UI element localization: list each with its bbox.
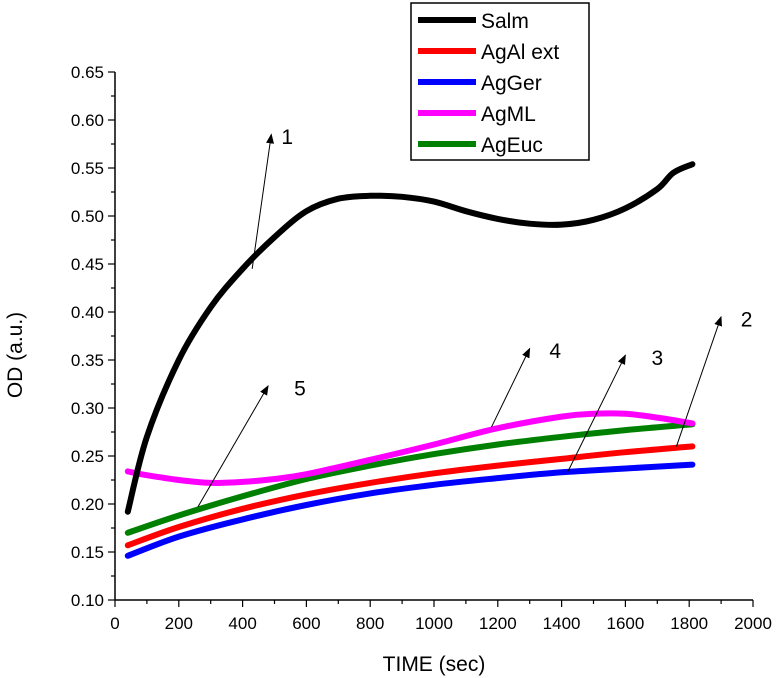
series-line-salm xyxy=(124,161,696,515)
x-tick-label: 1200 xyxy=(479,614,517,633)
x-tick-label: 400 xyxy=(228,614,256,633)
legend-label-ageuc: AgEuc xyxy=(481,134,543,157)
x-tick-label: 1000 xyxy=(415,614,453,633)
y-tick-label: 0.60 xyxy=(71,111,104,130)
axes: 0 200 400 600 800 1000 1200 1400 1600 1800 2000 0.1… xyxy=(71,63,772,633)
y-tick-label: 0.65 xyxy=(71,63,104,82)
x-tick-label: 0 xyxy=(110,614,119,633)
x-axis-title: TIME (sec) xyxy=(383,653,486,676)
y-tick-label: 0.40 xyxy=(71,303,104,322)
x-tick-label: 600 xyxy=(292,614,320,633)
y-tick-label: 0.50 xyxy=(71,207,104,226)
x-tick-label: 800 xyxy=(356,614,384,633)
x-tick-label: 200 xyxy=(165,614,193,633)
x-tick-label: 1800 xyxy=(670,614,708,633)
series-line-agal-ext xyxy=(124,443,696,549)
annotation-arrow-3 xyxy=(567,354,626,472)
legend-label-salm: Salm xyxy=(481,10,529,33)
y-tick-label: 0.45 xyxy=(71,255,104,274)
y-tick-label: 0.35 xyxy=(71,351,104,370)
y-tick-label: 0.30 xyxy=(71,399,104,418)
y-tick-label: 0.25 xyxy=(71,447,104,466)
annotation-label-3: 3 xyxy=(651,347,663,370)
series-line-agger xyxy=(124,461,696,559)
annotation-arrow-1 xyxy=(251,133,275,269)
y-tick-label: 0.10 xyxy=(71,591,104,610)
y-tick-label: 0.20 xyxy=(71,495,104,514)
x-tick-label: 1600 xyxy=(606,614,644,633)
legend-label-agml: AgML xyxy=(481,103,536,126)
annotation-arrow-5 xyxy=(197,385,269,508)
series-line-agml xyxy=(124,410,696,486)
y-tick-label: 0.55 xyxy=(71,159,104,178)
annotation-label-5: 5 xyxy=(294,378,306,401)
legend-label-agger: AgGer xyxy=(481,72,542,95)
legend: Salm AgAl ext AgGer AgML AgEuc xyxy=(410,2,590,161)
series-line-ageuc xyxy=(124,421,696,536)
y-axis-title: OD (a.u.) xyxy=(4,312,27,398)
y-tick-label: 0.15 xyxy=(71,543,104,562)
x-tick-label: 2000 xyxy=(734,614,772,633)
annotations: 1 2 3 4 5 xyxy=(197,126,753,508)
annotation-label-4: 4 xyxy=(549,340,561,363)
legend-label-agal-ext: AgAl ext xyxy=(481,41,559,64)
annotation-label-2: 2 xyxy=(741,308,753,331)
annotation-arrow-4 xyxy=(490,347,531,428)
series-lines xyxy=(124,161,696,559)
x-tick-label: 1400 xyxy=(543,614,581,633)
annotation-label-1: 1 xyxy=(281,126,293,149)
annotation-arrow-2 xyxy=(675,315,722,447)
